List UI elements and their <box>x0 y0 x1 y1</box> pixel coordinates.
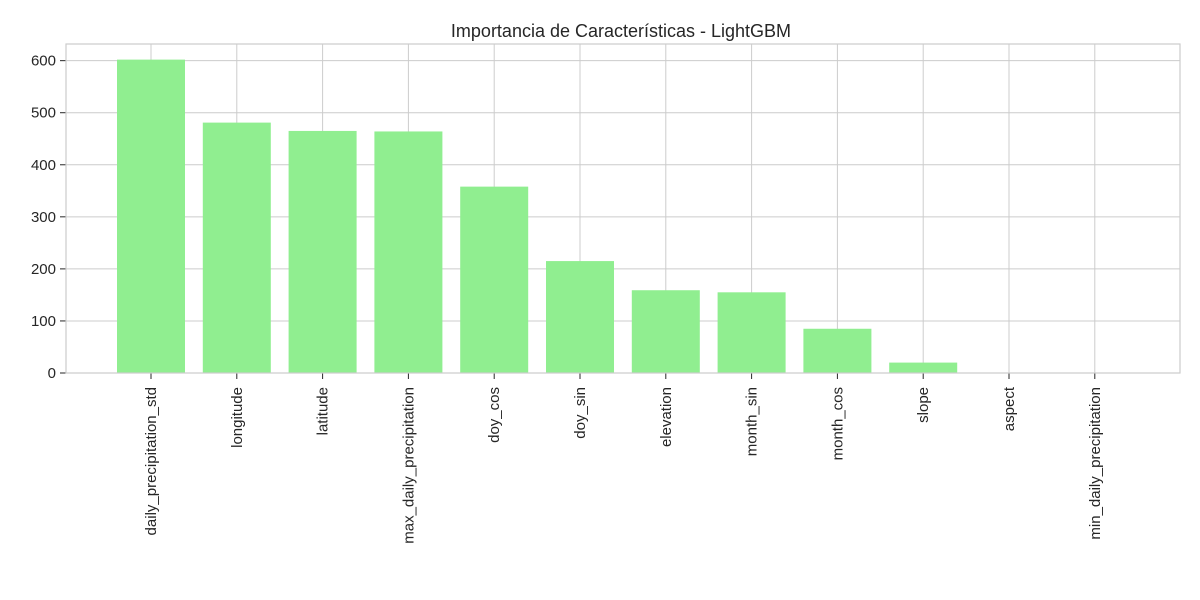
chart-title: Importancia de Características - LightGB… <box>451 21 791 41</box>
plot-frame <box>65 43 1181 374</box>
axis-layer <box>60 43 1181 379</box>
bar <box>631 290 700 373</box>
label-layer: 0 100 200 300 400 500 600 daily_precipitation_s… <box>31 53 1104 544</box>
bar <box>202 122 271 373</box>
bar <box>546 261 614 373</box>
y-tick-label: 0 <box>48 365 56 382</box>
bar <box>460 186 529 373</box>
x-tick-label: slope <box>915 387 932 423</box>
x-tick-label: doy_sin <box>572 387 589 439</box>
bar <box>889 362 958 373</box>
bar <box>374 131 443 373</box>
x-tick-label: elevation <box>658 387 675 447</box>
x-tick-label: doy_cos <box>486 387 503 443</box>
x-tick-label: max_daily_precipitation <box>400 387 417 544</box>
y-tick-label: 400 <box>31 157 56 174</box>
x-tick-label: longitude <box>229 387 246 448</box>
x-tick-label: month_sin <box>744 387 761 456</box>
y-tick-label: 600 <box>31 53 56 70</box>
bar-layer <box>117 59 958 373</box>
x-tick-label: min_daily_precipitation <box>1087 387 1104 540</box>
x-tick-label: latitude <box>315 387 332 435</box>
bar <box>288 130 357 373</box>
x-tick-label: aspect <box>1001 386 1018 431</box>
bar <box>803 328 872 373</box>
y-tick-label: 100 <box>31 313 56 330</box>
y-tick-label: 500 <box>31 105 56 122</box>
y-tick-label: 300 <box>31 209 56 226</box>
bar <box>717 292 786 373</box>
x-tick-label: month_cos <box>829 387 846 460</box>
x-tick-label: daily_precipitation_std <box>143 387 160 535</box>
bar <box>117 59 185 373</box>
y-tick-label: 200 <box>31 261 56 278</box>
